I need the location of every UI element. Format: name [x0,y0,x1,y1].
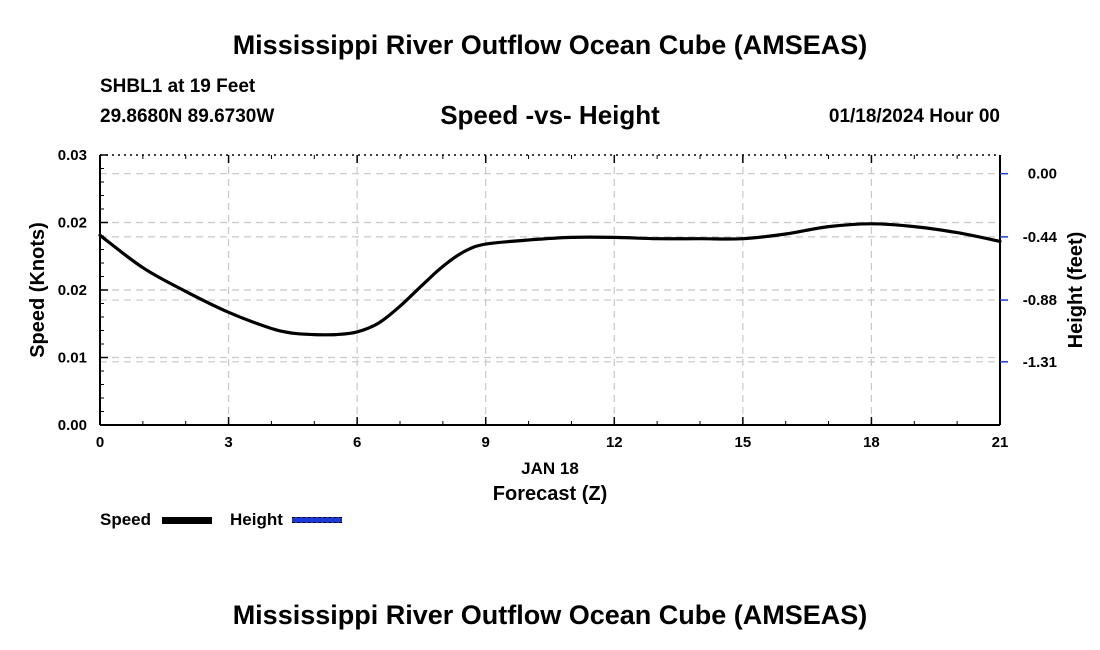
y2-axis-label: Height (feet) [1065,232,1087,349]
y-tick-label: 0.00 [58,417,87,434]
x-tick-label: 9 [482,434,490,451]
y2-tick-label: 0.00 [1028,166,1057,183]
y-tick-label: 0.02 [58,215,87,232]
x-tick-label: 6 [353,434,361,451]
x-tick-label: 18 [863,434,880,451]
series-layer [98,222,1002,337]
x-axis-label: Forecast (Z) [493,483,607,505]
footer-title: Mississippi River Outflow Ocean Cube (AM… [232,600,868,630]
grid-layer [100,155,1000,425]
station-label: SHBL1 at 19 Feet [100,76,256,97]
y2-tick-label: -1.31 [1023,354,1057,371]
y-tick-label: 0.01 [58,350,87,367]
y-tick-label: 0.02 [58,282,87,299]
series-line-speed [98,222,1002,337]
y-axis-label: Speed (Knots) [27,222,49,358]
chart-main-title: Mississippi River Outflow Ocean Cube (AM… [232,30,868,60]
x-tick-label: 21 [992,434,1009,451]
x-tick-label: 3 [224,434,232,451]
legend-speed-label: Speed [100,510,152,529]
y-tick-label: 0.03 [58,147,87,164]
labels-layer: JAN 18 Forecast (Z) Speed (Knots) Height… [27,222,1087,505]
legend-height-label: Height [230,510,283,529]
x-tick-label: 15 [735,434,752,451]
station-coords: 29.8680N 89.6730W [100,106,275,127]
chart-subtitle: Speed -vs- Height [440,100,660,130]
x-tick-label: 0 [96,434,104,451]
x-tick-label: 12 [606,434,623,451]
axes-layer: 0 3 6 9 12 15 18 21 0.00 0.01 0.02 0.02 0.03 0.00 -0.4… [58,147,1058,451]
y2-tick-label: -0.44 [1023,229,1058,246]
forecast-datetime: 01/18/2024 Hour 00 [828,106,1000,127]
y2-tick-label: -0.88 [1023,292,1057,309]
x-axis-date-label: JAN 18 [521,459,579,478]
legend-speed-swatch [162,517,212,524]
legend-height-swatch [292,517,342,523]
